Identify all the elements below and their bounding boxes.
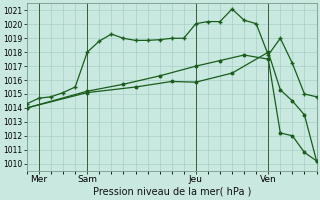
X-axis label: Pression niveau de la mer( hPa ): Pression niveau de la mer( hPa ) (92, 187, 251, 197)
